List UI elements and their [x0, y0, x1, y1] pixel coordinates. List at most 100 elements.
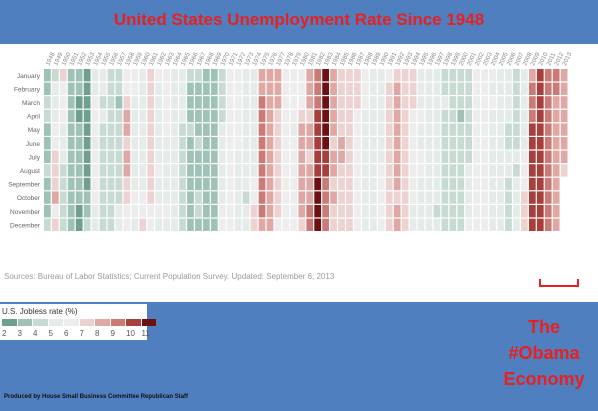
- heatmap-cell: [393, 69, 401, 82]
- heatmap-cell: [226, 164, 234, 177]
- heatmap-cell: [362, 109, 369, 123]
- heatmap-cell: [123, 164, 131, 177]
- heatmap-cell: [115, 164, 123, 177]
- heatmap-cell: [528, 69, 536, 82]
- heatmap-cell: [354, 109, 361, 123]
- heatmap-cell: [560, 109, 568, 123]
- heatmap-cell: [210, 109, 218, 123]
- heatmap-cell: [528, 177, 536, 191]
- heatmap-cell: [51, 137, 59, 150]
- heatmap-cell: [369, 191, 377, 204]
- heatmap-cell: [218, 191, 226, 204]
- heatmap-cell: [99, 205, 107, 218]
- heatmap-cell: [369, 69, 377, 82]
- heatmap-cell: [560, 82, 568, 95]
- heatmap-cell: [449, 109, 457, 123]
- heatmap-cell: [393, 164, 401, 177]
- heatmap-cell: [115, 218, 123, 231]
- heatmap-cell: [338, 109, 345, 123]
- heatmap-cell: [250, 82, 258, 95]
- heatmap-cell: [51, 164, 59, 177]
- heatmap-cell: [147, 191, 155, 204]
- heatmap-cell: [298, 137, 306, 150]
- heatmap-cell: [75, 177, 83, 191]
- heatmap-cell: [203, 123, 210, 136]
- legend-tick: 11: [141, 329, 150, 338]
- heatmap-cell: [67, 69, 75, 82]
- heatmap-cell: [544, 123, 552, 136]
- heatmap-cell: [417, 69, 425, 82]
- heatmap-cell: [560, 123, 568, 136]
- heatmap-cell: [385, 109, 393, 123]
- heatmap-cell: [552, 177, 560, 191]
- heatmap-cell: [266, 137, 274, 150]
- heatmap-cell: [99, 69, 107, 82]
- heatmap-cell: [179, 109, 186, 123]
- heatmap-cell: [441, 164, 449, 177]
- heatmap-cell: [401, 150, 409, 163]
- heatmap-cell: [99, 137, 107, 150]
- heatmap-cell: [457, 69, 465, 82]
- heatmap-cell: [115, 150, 123, 163]
- heatmap-cell: [513, 218, 520, 231]
- heatmap-cell: [218, 177, 226, 191]
- heatmap-cell: [528, 218, 536, 231]
- heatmap-cell: [83, 82, 91, 95]
- heatmap-cell: [385, 218, 393, 231]
- heatmap-cell: [354, 137, 361, 150]
- heatmap-cell: [377, 96, 385, 109]
- heatmap-cell: [115, 123, 123, 136]
- heatmap-cell: [107, 177, 115, 191]
- heatmap-cell: [330, 191, 337, 204]
- heatmap-cell: [234, 177, 242, 191]
- heatmap-cell: [274, 82, 282, 95]
- heatmap-cell: [433, 164, 441, 177]
- heatmap-cell: [409, 164, 417, 177]
- heatmap-cell: [67, 191, 75, 204]
- heatmap-cell: [338, 218, 345, 231]
- heatmap-cell: [536, 137, 544, 150]
- heatmap-cell: [258, 69, 266, 82]
- heatmap-cell: [234, 164, 242, 177]
- heatmap-cell: [44, 82, 51, 95]
- heatmap-cell: [536, 191, 544, 204]
- heatmap-cell: [107, 109, 115, 123]
- heatmap-cell: [409, 205, 417, 218]
- heatmap-cell: [441, 191, 449, 204]
- heatmap-cell: [521, 150, 528, 163]
- heatmap-cell: [401, 82, 409, 95]
- heatmap-cell: [330, 218, 337, 231]
- legend-swatch: [79, 319, 94, 326]
- heatmap-cell: [83, 123, 91, 136]
- heatmap-cell: [282, 150, 290, 163]
- heatmap-cell: [433, 137, 441, 150]
- heatmap-cell: [433, 218, 441, 231]
- heatmap-cell: [123, 177, 131, 191]
- heatmap-cell: [210, 150, 218, 163]
- heatmap-cell: [513, 137, 520, 150]
- heatmap-cell: [83, 177, 91, 191]
- heatmap-cell: [528, 191, 536, 204]
- heatmap-cell: [258, 137, 266, 150]
- heatmap-cell: [354, 82, 361, 95]
- heatmap-cell: [544, 82, 552, 95]
- heatmap-cell: [218, 218, 226, 231]
- heatmap-cell: [417, 96, 425, 109]
- legend-tick: 3: [17, 329, 22, 338]
- heatmap-cell: [528, 123, 536, 136]
- heatmap-cell: [171, 82, 178, 95]
- heatmap-cell: [274, 123, 282, 136]
- heatmap-cell: [393, 218, 401, 231]
- heatmap-cell: [433, 96, 441, 109]
- heatmap-cell: [552, 109, 560, 123]
- heatmap-cell: [528, 96, 536, 109]
- heatmap-cell: [346, 137, 353, 150]
- heatmap-cell: [218, 164, 226, 177]
- heatmap-cell: [226, 96, 234, 109]
- heatmap-cell: [465, 109, 473, 123]
- heatmap-cell: [115, 69, 123, 82]
- heatmap-cell: [521, 205, 528, 218]
- heatmap-cell: [195, 164, 202, 177]
- heatmap-cell: [552, 164, 560, 177]
- heatmap-cell: [282, 109, 290, 123]
